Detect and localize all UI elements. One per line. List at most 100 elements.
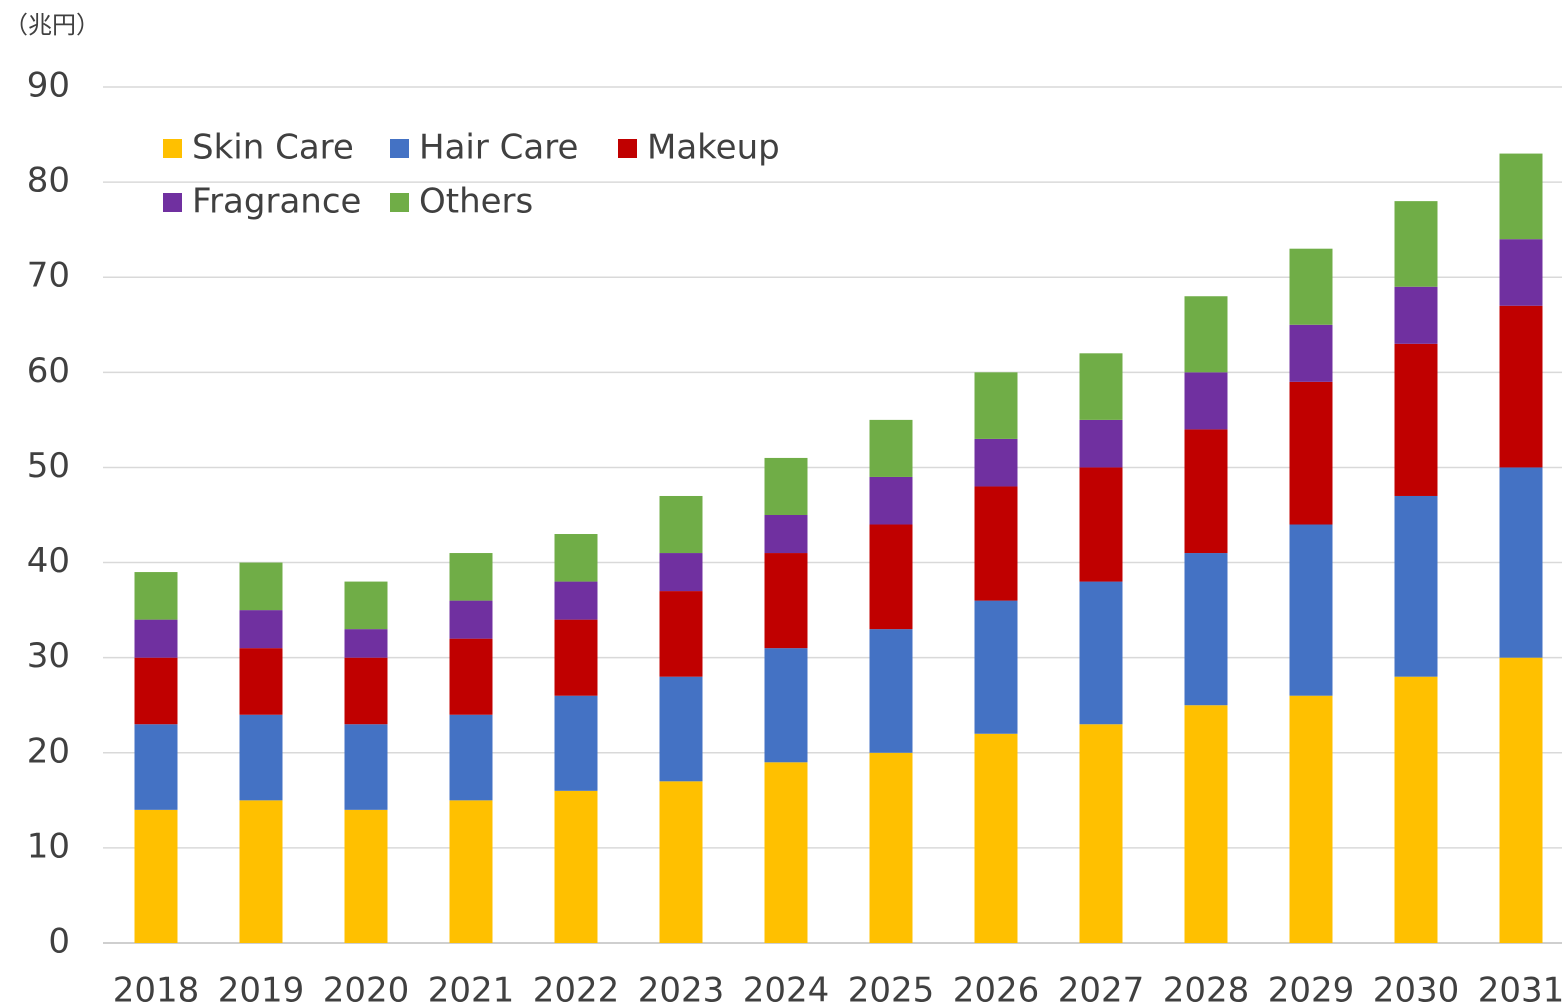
bar-segment <box>344 724 388 810</box>
bar-segment <box>764 762 808 943</box>
bar-segment <box>1079 419 1123 468</box>
bar-segment <box>449 600 493 639</box>
bar-segment <box>869 524 913 630</box>
bar-segment <box>974 733 1018 943</box>
bar-segment <box>1289 695 1333 943</box>
y-tick-label: 0 <box>48 922 70 962</box>
bar-segment <box>554 695 598 791</box>
bar-segment <box>134 619 178 658</box>
legend-label: Others <box>419 182 533 222</box>
bar-segment <box>134 657 178 725</box>
x-tick-label: 2029 <box>1268 971 1355 1006</box>
legend-swatch <box>163 193 182 212</box>
bar-segment <box>1499 657 1543 943</box>
bar-segment <box>239 562 283 611</box>
bar-segment <box>974 438 1018 487</box>
bar-segment <box>869 476 913 525</box>
x-tick-label: 2027 <box>1058 971 1145 1006</box>
bar-segment <box>659 781 703 943</box>
bar-segment <box>1184 429 1228 554</box>
x-tick-label: 2031 <box>1478 971 1562 1006</box>
bar-segment <box>1184 705 1228 943</box>
x-tick-label: 2020 <box>323 971 410 1006</box>
x-tick-label: 2028 <box>1163 971 1250 1006</box>
bar-segment <box>554 534 598 582</box>
bar-segment <box>1079 353 1123 420</box>
x-tick-label: 2025 <box>848 971 935 1006</box>
bar-segment <box>449 800 493 943</box>
y-tick-label: 60 <box>27 351 70 391</box>
bar-segment <box>449 553 493 601</box>
bar-segment <box>344 657 388 725</box>
x-tick-label: 2019 <box>218 971 305 1006</box>
x-tick-label: 2022 <box>533 971 620 1006</box>
bar-segment <box>1289 524 1333 696</box>
y-tick-label: 20 <box>27 731 70 771</box>
legend-label: Hair Care <box>419 128 578 168</box>
bar-segment <box>134 809 178 943</box>
bar-segment <box>554 790 598 943</box>
legend-swatch <box>390 193 409 212</box>
bar-segment <box>869 629 913 753</box>
y-tick-label: 80 <box>27 161 70 201</box>
bar-segment <box>764 457 808 515</box>
bar-segment <box>239 714 283 801</box>
bar-segment <box>764 553 808 649</box>
unit-label: （兆円） <box>4 11 100 39</box>
bar-segment <box>659 553 703 592</box>
bar-segment <box>764 648 808 763</box>
bar-segment <box>659 676 703 782</box>
bar-segment <box>1394 286 1438 344</box>
bar-segment <box>659 495 703 554</box>
bar-segment <box>869 752 913 943</box>
y-tick-label: 10 <box>27 826 70 866</box>
bar-segment <box>1394 676 1438 943</box>
bar-segment <box>239 648 283 715</box>
bar-segment <box>554 619 598 696</box>
x-tick-label: 2030 <box>1373 971 1460 1006</box>
bar-segment <box>1499 467 1543 658</box>
legend-swatch <box>163 139 182 158</box>
bar-segment <box>449 638 493 715</box>
bar-segment <box>1184 372 1228 430</box>
bar-segment <box>1499 305 1543 468</box>
bar-segment <box>869 419 913 477</box>
bar-segment <box>974 372 1018 439</box>
bar-segment <box>344 809 388 943</box>
bar-segment <box>239 610 283 649</box>
x-tick-label: 2023 <box>638 971 725 1006</box>
bar-segment <box>1184 553 1228 706</box>
y-tick-label: 30 <box>27 636 70 676</box>
bar-segment <box>1289 248 1333 325</box>
x-tick-label: 2021 <box>428 971 515 1006</box>
bar-segment <box>344 581 388 630</box>
legend-label: Skin Care <box>192 128 354 168</box>
bar-segment <box>1499 239 1543 306</box>
bar-segment <box>1079 467 1123 582</box>
y-tick-label: 40 <box>27 541 70 581</box>
bar-segment <box>974 486 1018 601</box>
legend-label: Fragrance <box>192 182 361 222</box>
bar-segment <box>659 591 703 677</box>
legend-swatch <box>618 139 637 158</box>
bar-segment <box>1394 201 1438 287</box>
bar-segment <box>1079 581 1123 725</box>
bar-segment <box>134 724 178 810</box>
bar-segment <box>1289 381 1333 525</box>
bar-segment <box>1289 324 1333 382</box>
bar-segment <box>1184 296 1228 373</box>
y-tick-label: 70 <box>27 256 70 296</box>
x-tick-label: 2024 <box>743 971 830 1006</box>
legend-label: Makeup <box>647 128 780 168</box>
bar-segment <box>1394 495 1438 677</box>
bar-segment <box>1079 724 1123 943</box>
bar-segment <box>449 714 493 801</box>
bar-segment <box>554 581 598 620</box>
x-tick-label: 2018 <box>113 971 200 1006</box>
y-tick-label: 50 <box>27 446 70 486</box>
bar-segment <box>764 515 808 554</box>
x-tick-label: 2026 <box>953 971 1040 1006</box>
bar-segment <box>134 572 178 620</box>
y-tick-label: 90 <box>27 66 70 106</box>
